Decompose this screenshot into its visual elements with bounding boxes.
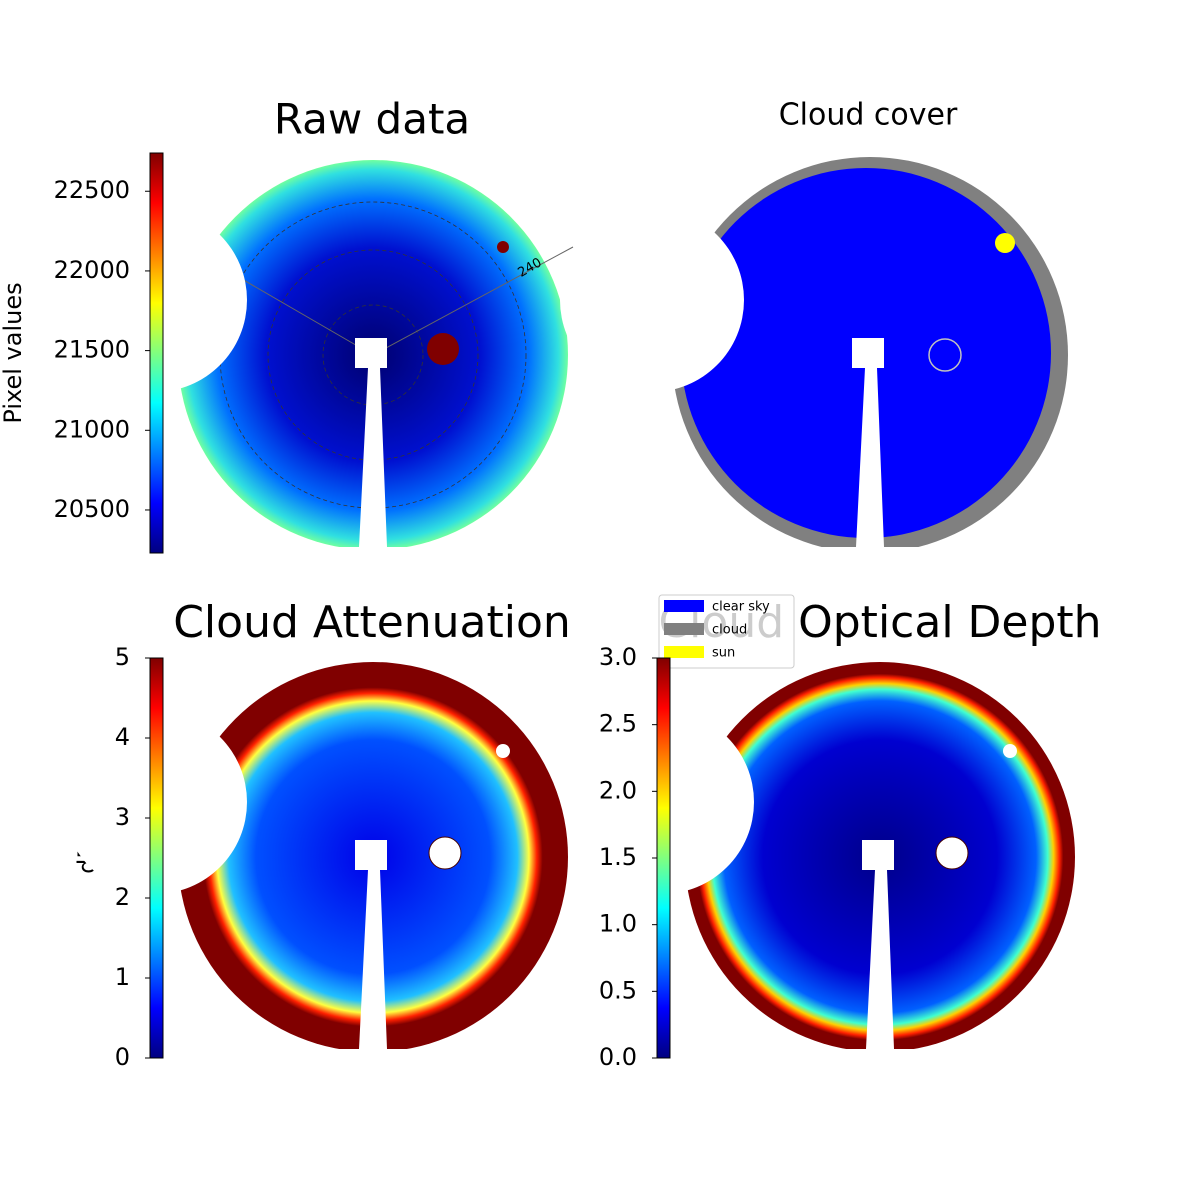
colorbar-tick-label: 5: [115, 643, 130, 671]
outer-crop: [660, 1049, 1100, 1069]
sun-blob: [995, 233, 1015, 253]
legend-swatch: [664, 646, 704, 658]
sun-mask: [928, 338, 962, 372]
colorbar-label: Pixel values: [0, 282, 27, 423]
camera-arm: [862, 840, 894, 1049]
sky-image: 120240: [63, 160, 593, 567]
colorbar-tick-label: 2.0: [599, 776, 637, 804]
panel-title: Raw data: [274, 95, 470, 144]
panel-title: Cloud Attenuation: [173, 597, 571, 648]
colorbar-tick-label: 2: [115, 883, 130, 911]
colorbar-tick-label: 3.0: [599, 643, 637, 671]
sun-mask: [935, 836, 969, 870]
sun-spot: [427, 333, 459, 365]
camera-arm: [355, 840, 387, 1049]
legend-label: sun: [712, 646, 735, 661]
camera-arm: [852, 338, 884, 547]
outer-crop: [153, 547, 593, 567]
colorbar-tick-label: 21000: [54, 415, 130, 443]
legend-swatch: [664, 600, 704, 612]
legend-label: cloud: [712, 623, 747, 638]
sun-spot: [497, 241, 509, 253]
colorbar-tick-label: 4: [115, 723, 130, 751]
colorbar-tick-label: 20500: [54, 495, 130, 523]
sun-mask: [428, 836, 462, 870]
colorbar-tick-label: 0: [115, 1043, 130, 1071]
panel-title: Cloud cover: [779, 98, 958, 133]
colorbar-tick-label: 3: [115, 803, 130, 831]
sky-image: [570, 662, 1100, 1069]
colorbar-tick-label: 21500: [54, 336, 130, 364]
colorbar-tick-label: 1.5: [599, 843, 637, 871]
horizon-cutout: [560, 208, 744, 392]
colorbar-tick-label: 1.0: [599, 910, 637, 938]
colorbar: [149, 657, 164, 1059]
colorbar-tick-label: 22000: [54, 256, 130, 284]
polar-spoke: [372, 246, 574, 356]
colorbar: [656, 657, 671, 1059]
camera-arm: [355, 338, 387, 547]
sun-mask: [1003, 744, 1017, 758]
colorbar-tick-label: 0.0: [599, 1043, 637, 1071]
outer-crop: [153, 1049, 593, 1069]
colorbar: [149, 152, 164, 554]
colorbar-tick-label: 22500: [54, 176, 130, 204]
legend-label: clear sky: [712, 600, 770, 615]
legend-swatch: [664, 623, 704, 635]
sun-mask: [496, 744, 510, 758]
outer-crop: [650, 547, 1090, 567]
sky-image: [560, 157, 1090, 567]
colorbar-tick-label: 2.5: [599, 710, 637, 738]
colorbar-tick-label: 0.5: [599, 976, 637, 1004]
sky-image: [63, 662, 593, 1069]
colorbar-tick-label: 1: [115, 963, 130, 991]
